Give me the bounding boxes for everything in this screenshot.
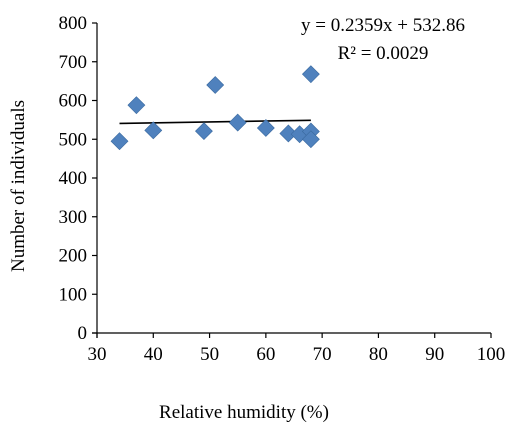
x-tick-label: 40: [144, 344, 163, 365]
y-tick-label: 100: [59, 284, 88, 305]
data-point: [301, 130, 320, 149]
y-tick-label: 300: [59, 207, 88, 228]
trendline-r-squared: R² = 0.0029: [338, 43, 429, 64]
y-axis-title: Number of individuals: [8, 100, 29, 272]
x-tick-label: 100: [477, 344, 506, 365]
data-point: [256, 119, 275, 137]
data-point: [144, 121, 163, 140]
data-point: [206, 76, 225, 94]
data-point: [228, 113, 247, 132]
y-tick-label: 0: [78, 323, 88, 344]
x-tick-label: 80: [369, 344, 388, 365]
data-point: [279, 124, 298, 143]
y-tick-label: 400: [59, 168, 88, 189]
x-tick-label: 90: [425, 344, 444, 365]
y-tick-label: 800: [59, 13, 88, 34]
y-tick-label: 200: [59, 246, 88, 267]
data-point: [195, 122, 213, 141]
data-point: [110, 132, 129, 151]
tick-labels: 0 100 200 300 400 500 600 700 800 30 40 50 60 70 80 90 1…: [59, 13, 506, 365]
data-point: [301, 65, 320, 84]
linear-trendline: [119, 119, 311, 125]
x-tick-label: 70: [313, 344, 332, 365]
x-axis-title: Relative humidity (%): [159, 402, 329, 423]
data-point: [127, 96, 146, 115]
x-tick-label: 30: [88, 344, 107, 365]
y-tick-label: 700: [59, 52, 88, 73]
data-points: [110, 65, 320, 151]
trendline-equation: y = 0.2359x + 532.86: [301, 15, 465, 36]
axes: [92, 22, 492, 338]
x-tick-label: 60: [256, 344, 275, 365]
x-tick-label: 50: [200, 344, 219, 365]
y-tick-label: 500: [59, 129, 88, 150]
y-tick-label: 600: [59, 91, 88, 112]
